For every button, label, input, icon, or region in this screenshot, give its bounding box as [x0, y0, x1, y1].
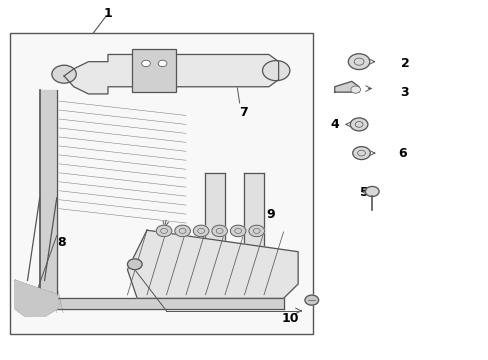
Circle shape: [127, 259, 142, 270]
Polygon shape: [244, 173, 264, 288]
Text: 7: 7: [239, 107, 248, 120]
Text: 1: 1: [103, 7, 112, 20]
Polygon shape: [127, 230, 298, 298]
Polygon shape: [205, 173, 224, 288]
Circle shape: [211, 225, 227, 237]
Circle shape: [52, 65, 76, 83]
Text: 3: 3: [400, 86, 408, 99]
Circle shape: [349, 118, 367, 131]
Bar: [132, 49, 176, 92]
Text: 8: 8: [57, 235, 65, 249]
Polygon shape: [20, 298, 283, 309]
Text: 2: 2: [400, 57, 408, 70]
Polygon shape: [64, 54, 278, 94]
Circle shape: [193, 225, 208, 237]
Circle shape: [142, 60, 150, 67]
Circle shape: [174, 225, 190, 237]
Text: 4: 4: [330, 118, 339, 131]
Circle shape: [230, 225, 245, 237]
Circle shape: [158, 60, 166, 67]
Circle shape: [350, 86, 360, 93]
Circle shape: [352, 147, 369, 159]
Bar: [10, 33, 312, 334]
Polygon shape: [40, 90, 57, 306]
Polygon shape: [334, 81, 358, 92]
Text: 6: 6: [397, 147, 406, 159]
Text: 9: 9: [266, 208, 275, 221]
Text: 10: 10: [281, 311, 298, 325]
Polygon shape: [15, 280, 59, 316]
Text: 5: 5: [359, 186, 368, 199]
Circle shape: [262, 60, 289, 81]
Circle shape: [248, 225, 264, 237]
Circle shape: [305, 295, 318, 305]
Circle shape: [347, 54, 369, 69]
Circle shape: [156, 225, 171, 237]
Circle shape: [365, 186, 378, 197]
